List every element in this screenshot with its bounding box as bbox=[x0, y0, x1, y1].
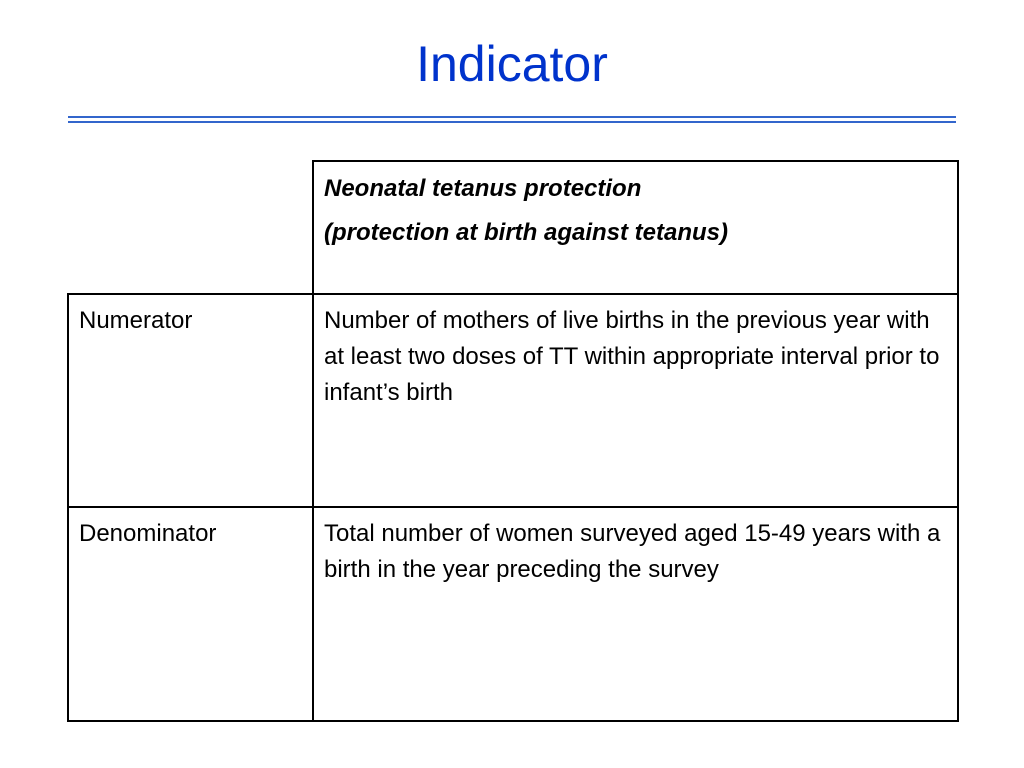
title-double-rule bbox=[68, 116, 956, 123]
numerator-definition: Number of mothers of live births in the … bbox=[324, 307, 940, 406]
indicator-name: Neonatal tetanus protection bbox=[324, 175, 642, 202]
header-indicator-cell: Neonatal tetanus protection (protection … bbox=[312, 160, 959, 295]
table-row-numerator: Numerator Number of mothers of live birt… bbox=[67, 293, 959, 508]
row-label-cell: Denominator bbox=[67, 506, 314, 722]
title-rule-top-line bbox=[68, 116, 956, 118]
slide-title: Indicator bbox=[416, 36, 608, 92]
indicator-table: Neonatal tetanus protection (protection … bbox=[67, 160, 959, 722]
table-header-row: Neonatal tetanus protection (protection … bbox=[68, 160, 959, 295]
title-rule-bottom-line bbox=[68, 121, 956, 123]
denominator-definition: Total number of women surveyed aged 15-4… bbox=[324, 520, 941, 583]
indicator-description: (protection at birth against tetanus) bbox=[324, 219, 729, 246]
row-value-cell: Total number of women surveyed aged 15-4… bbox=[312, 506, 959, 722]
row-value-cell: Number of mothers of live births in the … bbox=[312, 293, 959, 508]
table-row-denominator: Denominator Total number of women survey… bbox=[67, 506, 959, 722]
denominator-label: Denominator bbox=[79, 520, 217, 547]
header-empty-cell bbox=[68, 161, 313, 294]
row-label-cell: Numerator bbox=[67, 293, 314, 508]
numerator-label: Numerator bbox=[79, 307, 193, 334]
